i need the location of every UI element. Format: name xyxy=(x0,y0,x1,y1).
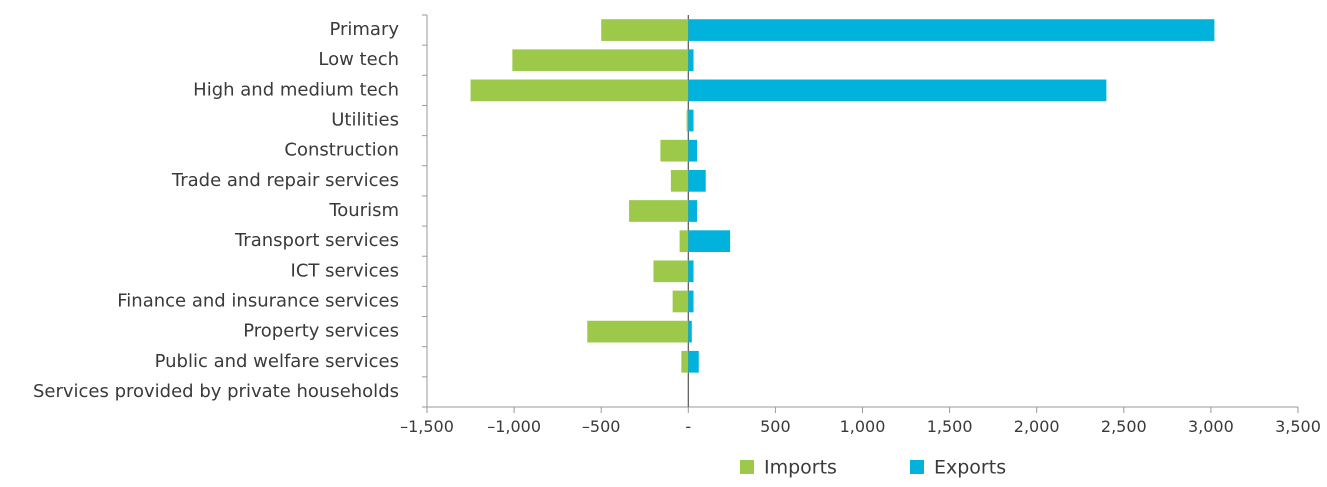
bar-exports-high-and-medium-tech xyxy=(688,79,1107,102)
category-label: Finance and insurance services xyxy=(117,290,399,311)
bar-exports-property-services xyxy=(688,320,692,343)
category-label: Low tech xyxy=(318,49,399,70)
bar-exports-low-tech xyxy=(688,49,694,72)
category-label: Services provided by private households xyxy=(33,381,399,402)
category-label: Public and welfare services xyxy=(155,351,399,372)
bar-imports-property-services xyxy=(587,320,689,343)
legend-label-exports: Exports xyxy=(934,457,1006,479)
x-tick-label: 3,500 xyxy=(1275,417,1321,436)
bar-imports-public-and-welfare-services xyxy=(681,350,689,373)
x-axis-ticks: –1,500 –1,000 –500 - 500 1,000 1,500 2,000 2,500… xyxy=(400,407,1321,436)
bar-imports-construction xyxy=(660,139,689,162)
bar-imports-transport-services xyxy=(679,230,689,253)
category-label: Utilities xyxy=(331,110,399,131)
category-label: High and medium tech xyxy=(193,79,399,100)
bar-exports-tourism xyxy=(688,200,698,222)
x-tick-label: 3,000 xyxy=(1188,417,1234,436)
x-tick-label: 1,000 xyxy=(840,417,886,436)
bar-exports-primary xyxy=(688,19,1215,41)
category-label: Tourism xyxy=(328,200,399,221)
bar-imports-finance-and-insurance-services xyxy=(672,290,689,313)
x-tick-label: –500 xyxy=(582,417,621,436)
legend-swatch-imports xyxy=(740,460,754,474)
bars xyxy=(470,19,1215,373)
bar-exports-public-and-welfare-services xyxy=(688,350,699,373)
bar-exports-finance-and-insurance-services xyxy=(688,290,694,313)
x-tick-label: –1,000 xyxy=(487,417,541,436)
x-tick-label: 2,500 xyxy=(1101,417,1147,436)
bar-exports-transport-services xyxy=(688,230,731,253)
category-label: Property services xyxy=(243,321,399,342)
category-label: Trade and repair services xyxy=(171,170,399,191)
category-label: Construction xyxy=(284,140,399,161)
bar-exports-ict-services xyxy=(688,260,694,283)
bar-imports-ict-services xyxy=(653,260,689,283)
x-tick-label: 2,000 xyxy=(1014,417,1060,436)
x-tick-label: - xyxy=(685,417,691,436)
category-label: ICT services xyxy=(291,260,399,281)
legend: Imports Exports xyxy=(740,457,1006,479)
bar-exports-trade-and-repair-services xyxy=(688,169,706,192)
legend-swatch-exports xyxy=(910,460,924,474)
bar-imports-high-and-medium-tech xyxy=(470,79,689,102)
bar-exports-construction xyxy=(688,139,698,162)
x-tick-label: –1,500 xyxy=(400,417,454,436)
bar-imports-utilities xyxy=(686,109,689,132)
category-label: Primary xyxy=(329,19,399,40)
category-label: Transport services xyxy=(234,230,399,251)
plot-frame xyxy=(422,14,1298,408)
bar-exports-utilities xyxy=(688,109,694,132)
bar-imports-tourism xyxy=(629,200,689,222)
x-tick-label: 1,500 xyxy=(927,417,973,436)
category-labels: Primary Low tech High and medium tech Utili… xyxy=(33,19,399,402)
bar-imports-low-tech xyxy=(512,49,689,72)
x-tick-label: 500 xyxy=(760,417,791,436)
legend-label-imports: Imports xyxy=(764,457,837,479)
bar-imports-primary xyxy=(601,19,689,41)
bar-imports-trade-and-repair-services xyxy=(670,169,689,192)
